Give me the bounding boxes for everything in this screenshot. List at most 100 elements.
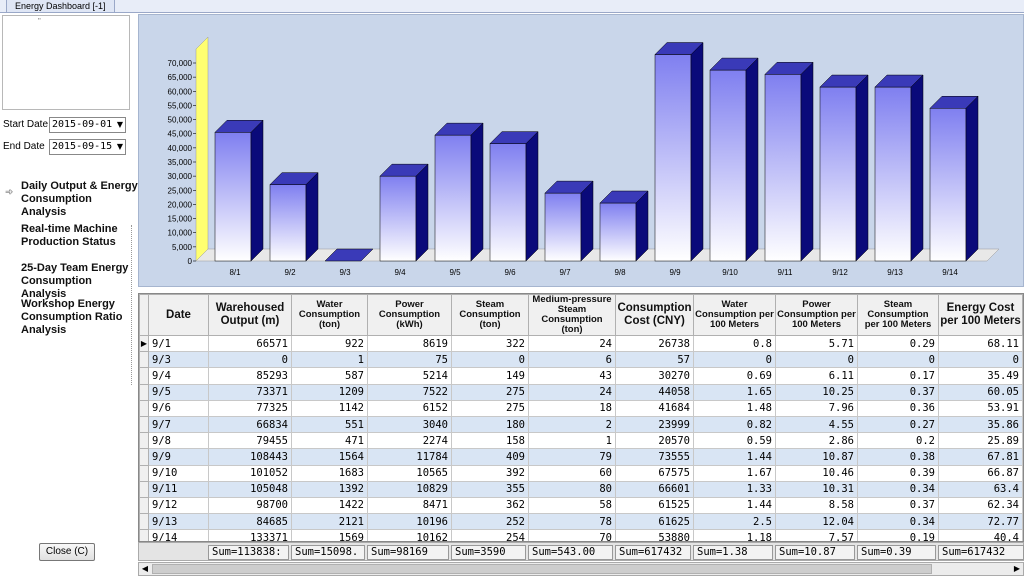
value-cell[interactable]: 252 [451,513,529,531]
value-cell[interactable]: 80 [528,480,616,498]
close-button[interactable]: Close (C) [39,543,95,561]
value-cell[interactable]: 25.89 [938,432,1023,450]
value-cell[interactable]: 254 [451,529,529,541]
value-cell[interactable]: 1569 [291,529,368,541]
value-cell[interactable]: 53880 [615,529,694,541]
value-cell[interactable]: 2.5 [693,513,776,531]
value-cell[interactable]: 67575 [615,464,694,482]
table-row[interactable]: 9/10 101052 1683 10565 392 60 67575 1.67 10.46 0.… [139,464,1023,482]
column-header[interactable]: Date [148,294,209,336]
date-cell[interactable]: 9/5 [148,383,209,401]
value-cell[interactable]: 11784 [367,448,452,466]
value-cell[interactable]: 6152 [367,399,452,417]
value-cell[interactable]: 0 [857,351,939,369]
column-header[interactable]: Medium-pressure Steam Consumption (ton) [528,294,616,336]
date-cell[interactable]: 9/13 [148,513,209,531]
value-cell[interactable]: 1564 [291,448,368,466]
value-cell[interactable]: 35.86 [938,415,1023,434]
date-cell[interactable]: 9/8 [148,432,209,450]
value-cell[interactable]: 58 [528,496,616,515]
value-cell[interactable]: 98700 [208,496,292,515]
value-cell[interactable]: 275 [451,383,529,401]
value-cell[interactable]: 62.34 [938,496,1023,515]
value-cell[interactable]: 75 [367,351,452,369]
value-cell[interactable]: 0.34 [857,513,939,531]
value-cell[interactable]: 322 [451,334,529,353]
row-header[interactable] [139,480,149,498]
value-cell[interactable]: 7.96 [775,399,858,417]
row-header[interactable] [139,399,149,417]
value-cell[interactable]: 30270 [615,367,694,385]
value-cell[interactable]: 1.33 [693,480,776,498]
value-cell[interactable]: 587 [291,367,368,385]
row-header[interactable] [139,367,149,385]
value-cell[interactable]: 0.37 [857,496,939,515]
value-cell[interactable]: 24 [528,334,616,353]
value-cell[interactable]: 922 [291,334,368,353]
value-cell[interactable]: 66601 [615,480,694,498]
value-cell[interactable]: 66.87 [938,464,1023,482]
table-row[interactable]: 9/7 66834 551 3040 180 2 23999 0.82 4.55 0.27 35.8… [139,415,1023,434]
value-cell[interactable]: 68.11 [938,334,1023,353]
value-cell[interactable]: 5214 [367,367,452,385]
table-row[interactable]: 9/3 0 1 75 0 6 57 0 0 0 0 [139,351,1023,369]
value-cell[interactable]: 7.57 [775,529,858,541]
value-cell[interactable]: 2.86 [775,432,858,450]
dropdown-arrow-icon[interactable]: ▼ [116,142,123,151]
value-cell[interactable]: 2 [528,415,616,434]
date-cell[interactable]: 9/14 [148,529,209,541]
row-header[interactable] [139,529,149,541]
value-cell[interactable]: 63.4 [938,480,1023,498]
value-cell[interactable]: 40.4 [938,529,1023,541]
row-header[interactable] [139,448,149,466]
date-cell[interactable]: 9/12 [148,496,209,515]
date-cell[interactable]: 9/7 [148,415,209,434]
value-cell[interactable]: 0.8 [693,334,776,353]
value-cell[interactable]: 24 [528,383,616,401]
value-cell[interactable]: 53.91 [938,399,1023,417]
value-cell[interactable]: 2121 [291,513,368,531]
value-cell[interactable]: 1.48 [693,399,776,417]
value-cell[interactable]: 108443 [208,448,292,466]
value-cell[interactable]: 1.65 [693,383,776,401]
column-header[interactable]: Power Consumption (kWh) [367,294,452,336]
window-title-tab[interactable]: Energy Dashboard [-1] [6,0,115,13]
column-header[interactable]: Water Consumption (ton) [291,294,368,336]
scrollbar-thumb[interactable] [152,564,932,574]
row-header[interactable] [139,513,149,531]
value-cell[interactable]: 60 [528,464,616,482]
column-header[interactable]: Water Consumption per 100 Meters [693,294,776,336]
value-cell[interactable]: 471 [291,432,368,450]
table-row[interactable]: 9/6 77325 1142 6152 275 18 41684 1.48 7.96 0.36 53… [139,399,1023,417]
scroll-left-icon[interactable]: ◀ [141,564,149,573]
column-header[interactable]: Energy Cost per 100 Meters [938,294,1023,336]
value-cell[interactable]: 70 [528,529,616,541]
value-cell[interactable]: 0 [451,351,529,369]
value-cell[interactable]: 1683 [291,464,368,482]
value-cell[interactable]: 409 [451,448,529,466]
value-cell[interactable]: 73371 [208,383,292,401]
value-cell[interactable]: 84685 [208,513,292,531]
value-cell[interactable]: 158 [451,432,529,450]
value-cell[interactable]: 79455 [208,432,292,450]
value-cell[interactable]: 23999 [615,415,694,434]
data-grid[interactable]: Date Warehoused Output (m) Water Consumpti… [138,293,1024,542]
date-cell[interactable]: 9/11 [148,480,209,498]
value-cell[interactable]: 57 [615,351,694,369]
value-cell[interactable]: 8619 [367,334,452,353]
value-cell[interactable]: 0.37 [857,383,939,401]
value-cell[interactable]: 4.55 [775,415,858,434]
value-cell[interactable]: 1142 [291,399,368,417]
value-cell[interactable]: 1209 [291,383,368,401]
value-cell[interactable]: 362 [451,496,529,515]
dropdown-arrow-icon[interactable]: ▼ [116,120,123,129]
row-header[interactable] [139,464,149,482]
column-header[interactable]: Steam Consumption (ton) [451,294,529,336]
value-cell[interactable]: 78 [528,513,616,531]
value-cell[interactable]: 0.59 [693,432,776,450]
value-cell[interactable]: 5.71 [775,334,858,353]
value-cell[interactable]: 0.29 [857,334,939,353]
value-cell[interactable]: 1 [291,351,368,369]
value-cell[interactable]: 6.11 [775,367,858,385]
column-header[interactable]: Consumption Cost (CNY) [615,294,694,336]
